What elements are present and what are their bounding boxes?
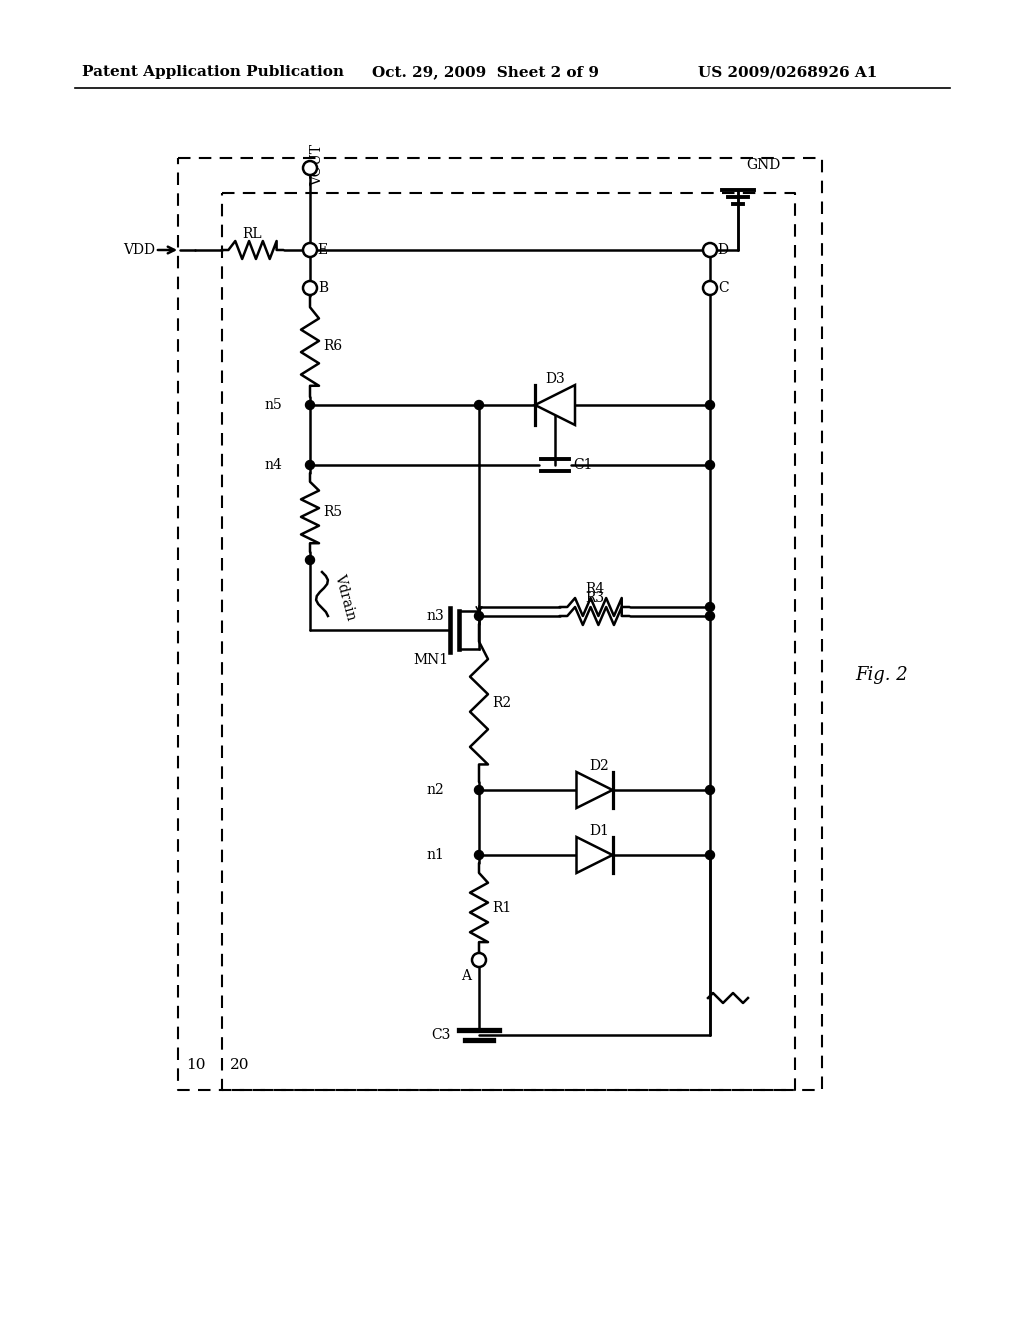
Circle shape — [474, 850, 483, 859]
Text: R2: R2 — [492, 696, 511, 710]
Circle shape — [305, 400, 314, 409]
Text: GND: GND — [746, 158, 780, 172]
Text: n4: n4 — [264, 458, 282, 473]
Text: B: B — [318, 281, 328, 294]
Circle shape — [706, 785, 715, 795]
Text: R6: R6 — [323, 339, 342, 354]
Text: A: A — [461, 969, 471, 983]
Circle shape — [305, 556, 314, 565]
Text: Patent Application Publication: Patent Application Publication — [82, 65, 344, 79]
Text: Vdrain: Vdrain — [332, 572, 357, 622]
Circle shape — [303, 281, 317, 294]
Circle shape — [703, 243, 717, 257]
Text: RL: RL — [243, 227, 262, 242]
Circle shape — [472, 953, 486, 968]
Text: 20: 20 — [230, 1059, 250, 1072]
Text: VDD: VDD — [123, 243, 155, 257]
Circle shape — [305, 246, 314, 255]
Text: VOUT: VOUT — [310, 144, 324, 186]
Text: R4: R4 — [585, 582, 604, 597]
Text: D: D — [717, 243, 728, 257]
Text: R3: R3 — [585, 591, 604, 605]
Text: R5: R5 — [323, 506, 342, 520]
Circle shape — [706, 611, 715, 620]
Circle shape — [303, 243, 317, 257]
Text: Oct. 29, 2009  Sheet 2 of 9: Oct. 29, 2009 Sheet 2 of 9 — [372, 65, 599, 79]
Text: 10: 10 — [186, 1059, 206, 1072]
Circle shape — [474, 400, 483, 409]
Text: MN1: MN1 — [413, 653, 449, 667]
Circle shape — [474, 785, 483, 795]
Circle shape — [303, 161, 317, 176]
Circle shape — [706, 461, 715, 470]
Text: D2: D2 — [590, 759, 609, 774]
Text: E: E — [317, 243, 327, 257]
Circle shape — [703, 281, 717, 294]
Polygon shape — [535, 385, 575, 425]
Text: n3: n3 — [426, 609, 444, 623]
Circle shape — [706, 602, 715, 611]
Circle shape — [474, 611, 483, 620]
Text: D3: D3 — [545, 372, 565, 385]
Polygon shape — [577, 772, 612, 808]
Polygon shape — [577, 837, 612, 873]
Circle shape — [706, 850, 715, 859]
Text: C1: C1 — [573, 458, 593, 473]
Text: n1: n1 — [426, 847, 444, 862]
Text: n2: n2 — [426, 783, 444, 797]
Text: R1: R1 — [492, 900, 511, 915]
Text: Fig. 2: Fig. 2 — [855, 667, 907, 684]
Text: US 2009/0268926 A1: US 2009/0268926 A1 — [698, 65, 878, 79]
Text: D1: D1 — [590, 824, 609, 838]
Text: C3: C3 — [432, 1028, 451, 1041]
Circle shape — [706, 400, 715, 409]
Circle shape — [305, 461, 314, 470]
Text: C: C — [718, 281, 729, 294]
Text: n5: n5 — [264, 399, 282, 412]
